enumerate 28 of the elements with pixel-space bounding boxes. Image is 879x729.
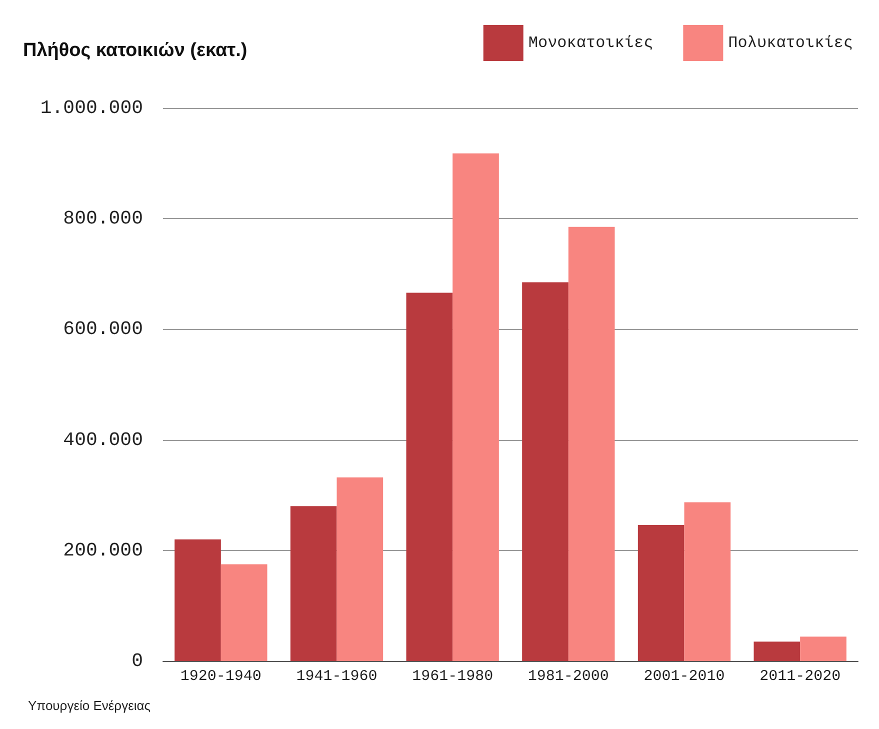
legend-label: Πολυκατοικίες [728,34,854,52]
bar [406,292,453,661]
bar [800,636,846,661]
x-tick-label: 2011-2020 [760,668,841,685]
x-tick-label: 1981-2000 [528,668,609,685]
x-tick-label: 2001-2010 [644,668,725,685]
chart-title: Πλήθος κατοικιών (εκατ.) [23,40,248,61]
x-tick-label: 1961-1980 [412,668,494,685]
y-tick-label: 800.000 [63,208,143,230]
legend-label: Μονοκατοικίες [528,34,654,52]
y-tick-label: 0 [132,650,143,672]
bar [568,226,615,661]
bar [754,642,800,661]
bar [336,477,384,661]
bar [290,506,337,661]
bar [174,539,221,661]
bar [220,564,268,661]
text: Υπουργείο Ενέργειας [28,698,151,713]
y-tick-label: 400.000 [63,428,143,451]
x-tick-label: 1920-1940 [180,668,262,685]
x-tick-label: 1941-1960 [296,668,378,685]
bar [522,282,568,661]
bar [452,153,499,661]
y-tick-label: 200.000 [63,539,143,562]
bar [638,524,684,661]
y-tick-label: 1.000.000 [40,97,143,119]
y-tick-label: 600.000 [63,318,143,340]
bar [684,502,731,661]
